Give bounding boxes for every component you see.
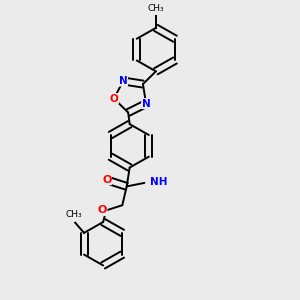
Text: CH₃: CH₃ bbox=[65, 210, 82, 219]
Text: O: O bbox=[98, 206, 107, 215]
Text: O: O bbox=[102, 175, 111, 185]
Text: O: O bbox=[110, 94, 118, 103]
Text: NH: NH bbox=[150, 177, 167, 187]
Text: N: N bbox=[142, 99, 151, 109]
Text: N: N bbox=[119, 76, 128, 86]
Text: CH₃: CH₃ bbox=[148, 4, 164, 13]
